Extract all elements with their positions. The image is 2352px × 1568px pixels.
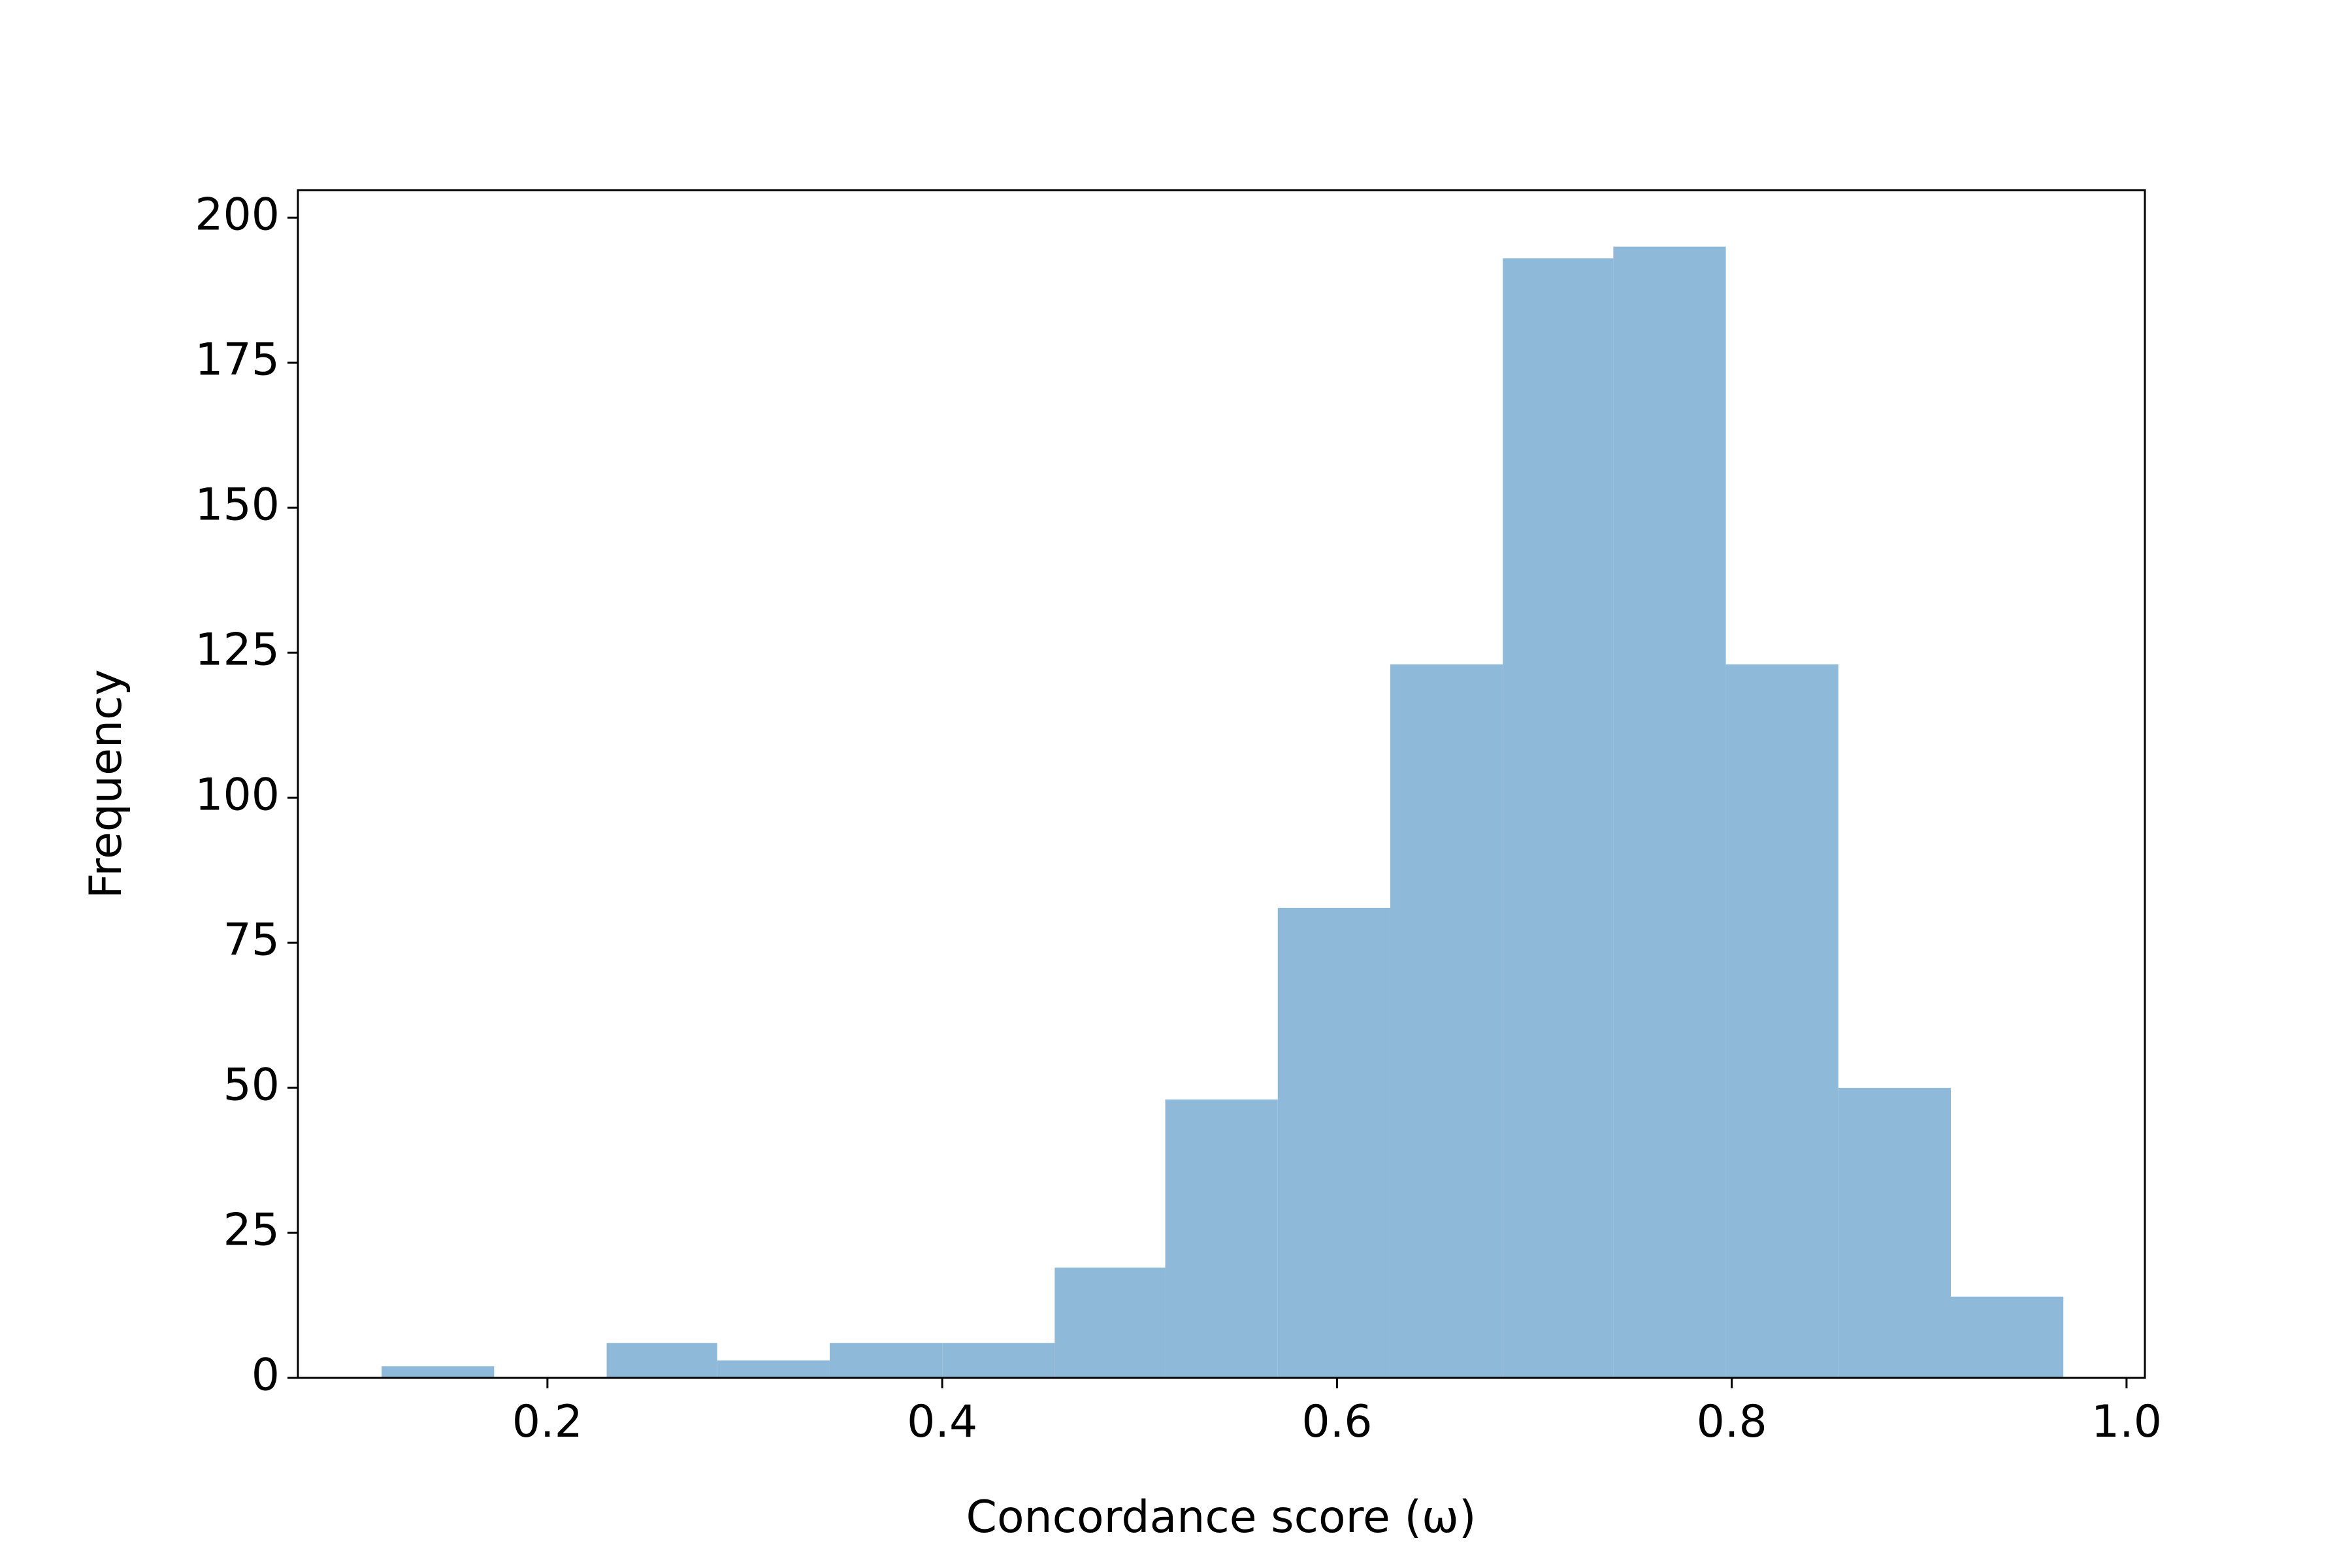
- bar: [717, 1360, 830, 1378]
- bar: [1503, 258, 1614, 1378]
- bar: [1054, 1267, 1166, 1378]
- y-tick-label: 175: [195, 335, 280, 386]
- y-tick-label: 200: [195, 189, 280, 241]
- x-tick-label: 0.6: [1301, 1396, 1372, 1448]
- bar: [1613, 246, 1726, 1379]
- bar: [1725, 664, 1838, 1378]
- x-axis-label: Concordance score (ω): [966, 1492, 1476, 1543]
- y-tick-label: 50: [223, 1060, 280, 1111]
- y-axis-label: Frequency: [80, 669, 132, 898]
- bar: [382, 1366, 495, 1378]
- x-tick-label: 1.0: [2091, 1396, 2162, 1448]
- y-tick-label: 150: [195, 480, 280, 531]
- bar: [1951, 1296, 2064, 1378]
- x-tick-label: 0.4: [907, 1396, 977, 1448]
- bar: [829, 1343, 943, 1378]
- y-tick-label: 100: [195, 770, 280, 821]
- y-tick-label: 0: [252, 1350, 280, 1401]
- y-tick-label: 125: [195, 625, 280, 676]
- bar: [1277, 907, 1390, 1378]
- x-tick-label: 0.8: [1697, 1396, 1767, 1448]
- bar: [942, 1343, 1055, 1378]
- bar: [1165, 1099, 1278, 1378]
- axes-frame: [297, 189, 2146, 1379]
- y-tick-label: 75: [223, 915, 280, 966]
- bar: [1390, 664, 1503, 1378]
- x-tick-label: 0.2: [512, 1396, 583, 1448]
- bar: [606, 1343, 717, 1378]
- bar: [1838, 1088, 1952, 1378]
- y-tick-label: 25: [223, 1205, 280, 1256]
